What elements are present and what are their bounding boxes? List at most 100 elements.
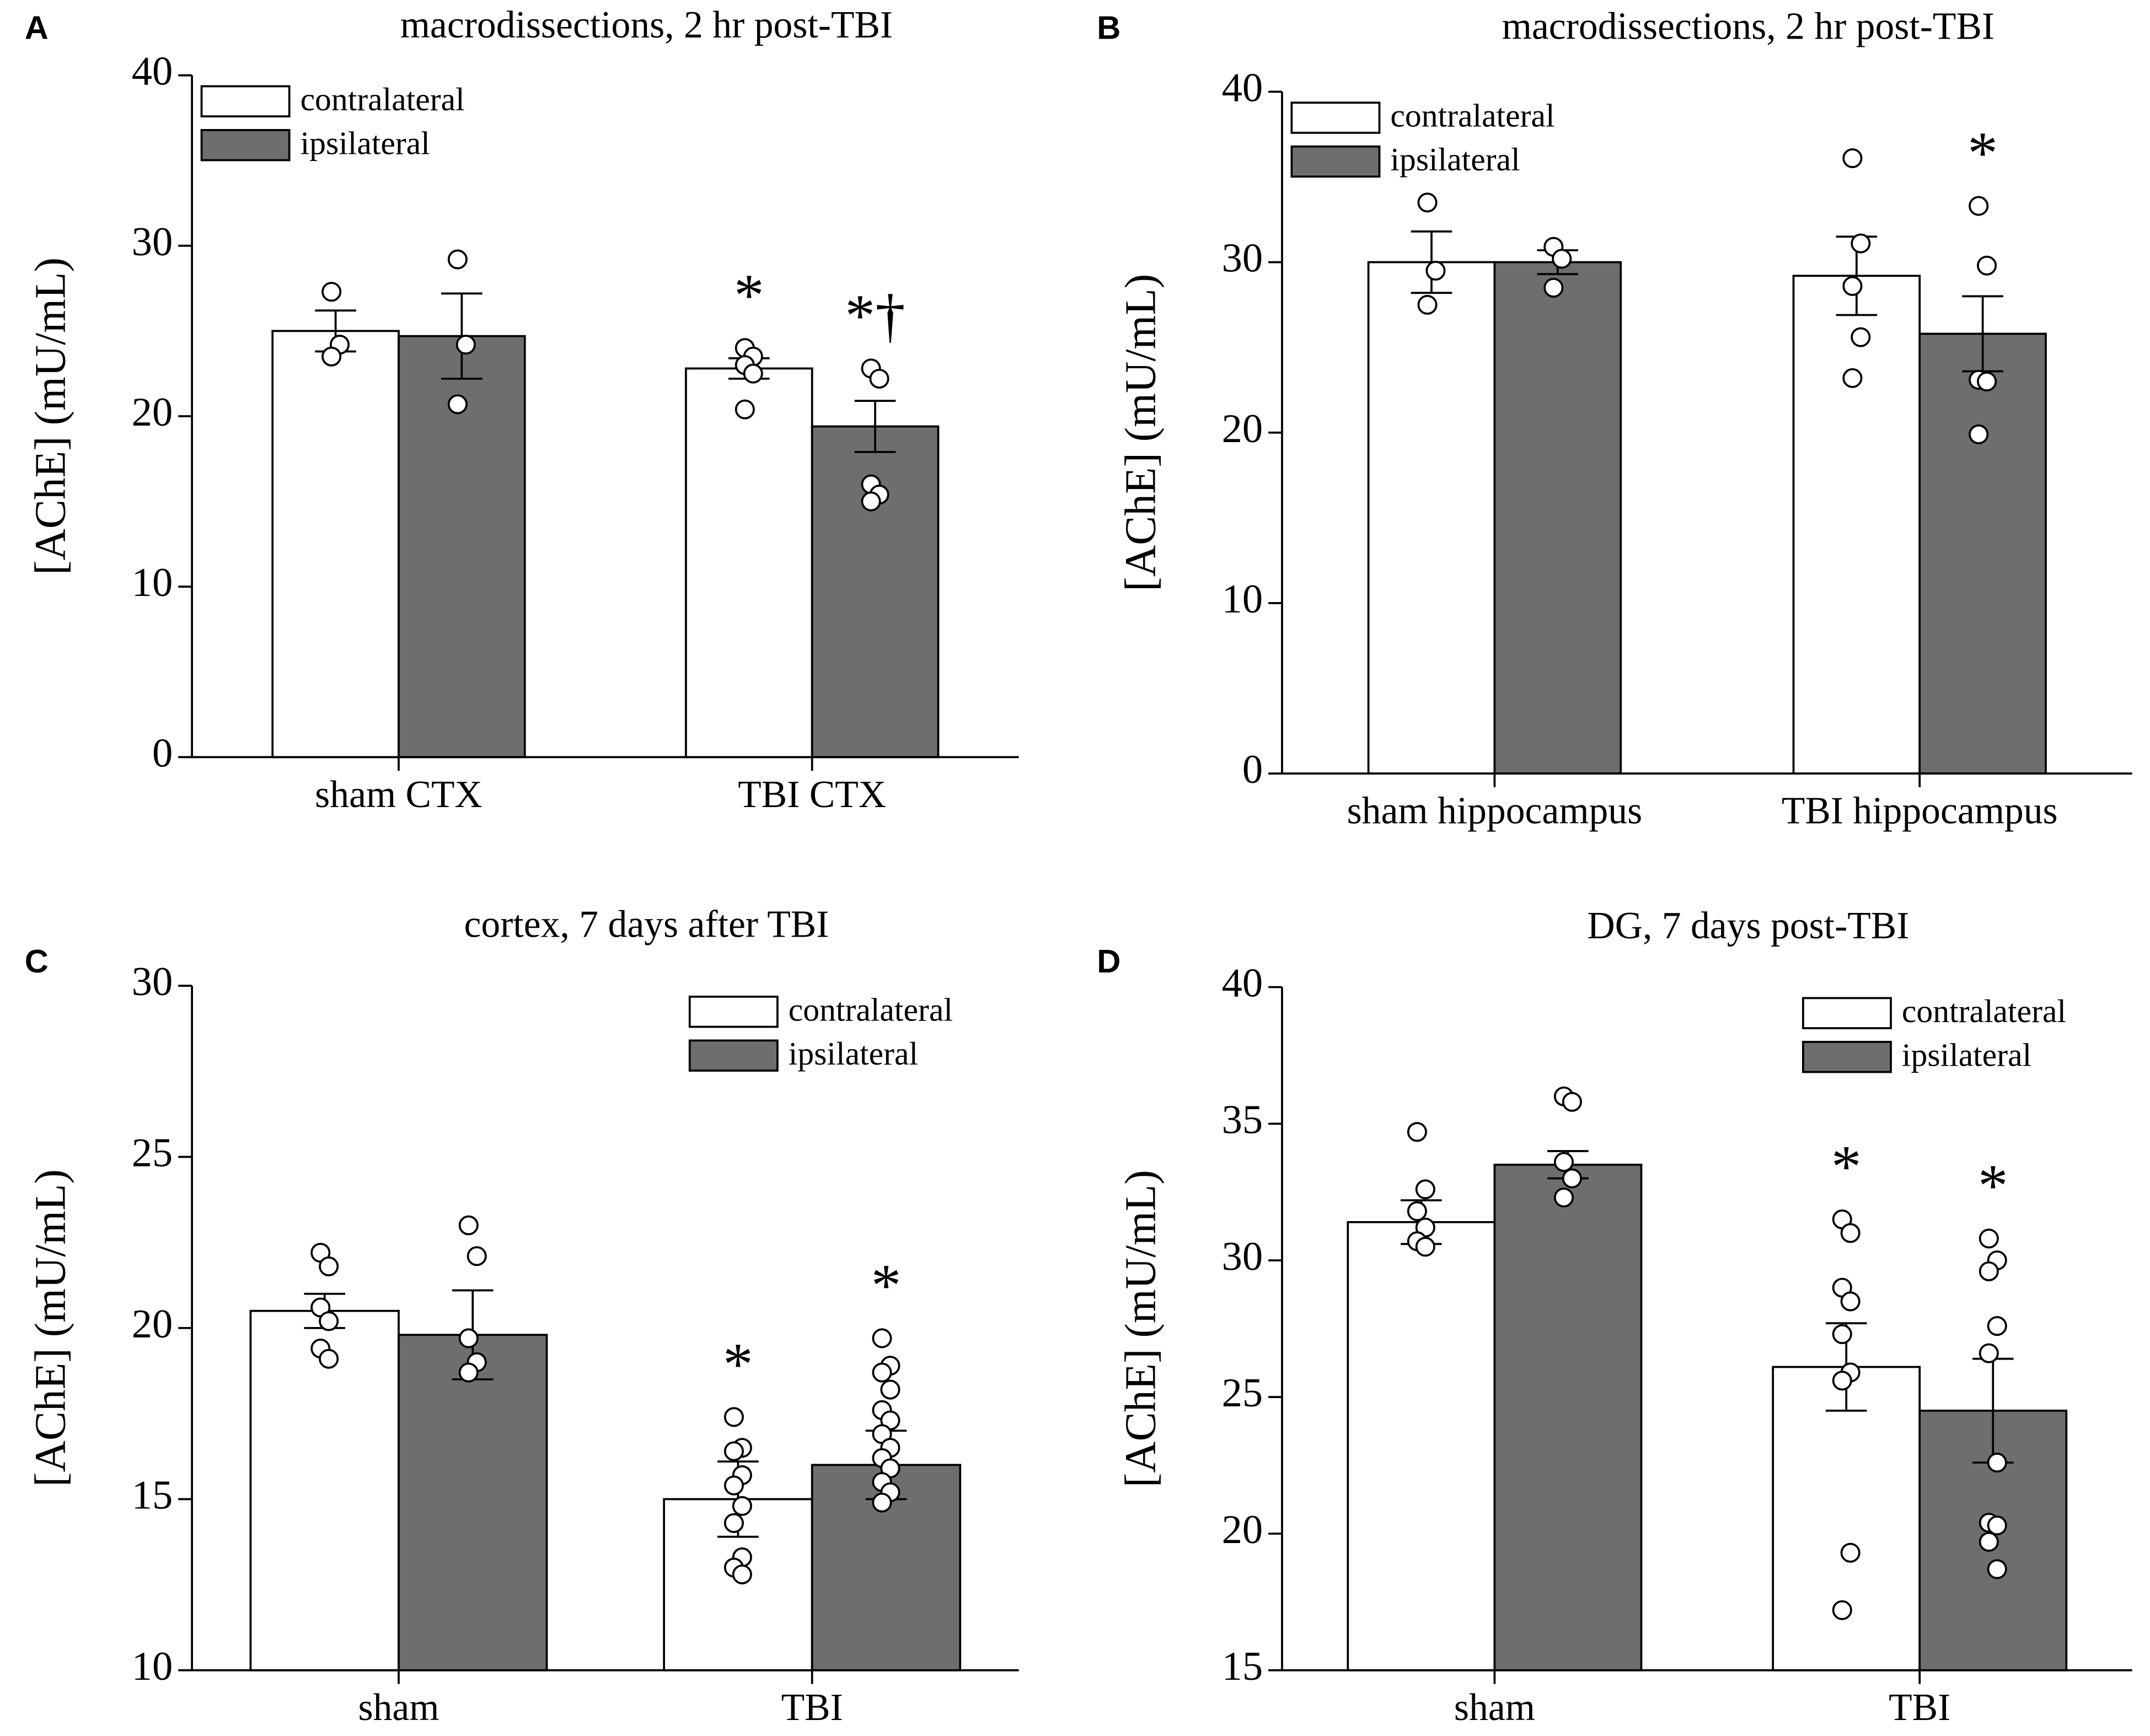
x-tick-label: sham CTX [315,773,482,816]
bar [271,330,400,759]
x-tick-label: sham [1454,1686,1535,1729]
y-tick-label: 10 [132,1644,173,1689]
data-point [1840,1223,1861,1243]
data-point [1987,1453,2007,1473]
x-tick-label: sham hippocampus [1347,790,1643,832]
y-axis-label: [AChE] (mU/mL) [26,257,75,575]
data-point [467,1246,487,1266]
data-point [1979,1228,1999,1249]
significance-marker: * [1978,1152,2008,1219]
bar [1493,261,1622,775]
y-tick-label: 10 [1222,577,1263,622]
y-tick-label: 40 [132,49,173,94]
y-tick-label: 40 [1222,66,1263,111]
data-point [319,1256,339,1277]
chart-title: DG, 7 days post-TBI [1587,905,1909,947]
legend-swatch [1802,997,1892,1029]
y-tick-label: 20 [132,390,173,435]
y-tick-label: 25 [1222,1370,1263,1416]
data-point [1832,1600,1852,1620]
data-point [872,1328,892,1348]
x-tick-label: TBI hippocampus [1782,790,2058,832]
data-point [1562,1168,1582,1189]
bar [249,1310,400,1671]
y-axis-label: [AChE] (mU/mL) [1117,1170,1165,1487]
legend-swatch [688,1039,779,1072]
legend-swatch [200,129,291,162]
data-point [321,346,342,367]
significance-marker: * [734,262,764,329]
data-point [1977,372,1997,392]
data-point [1417,192,1438,213]
axes [191,986,1019,1671]
bar [1493,1163,1643,1671]
panel-label: A [25,9,49,46]
bar [1772,1366,1921,1671]
legend-label: contralateral [789,991,953,1028]
y-tick-label: 40 [1222,961,1263,1006]
legend-label: ipsilateral [301,125,430,161]
data-point [872,1362,892,1383]
data-point [1415,1179,1435,1200]
data-point [458,1328,479,1348]
data-point [1851,327,1871,347]
bar [1792,275,1921,775]
x-tick-label: TBI [781,1686,843,1729]
legend-swatch [688,996,779,1028]
data-point [723,1475,744,1496]
panel-label: D [1097,943,1120,980]
error-bar [854,400,896,453]
data-point [732,1496,752,1516]
y-axis-label: [AChE] (mU/mL) [1117,274,1165,592]
y-tick-label: 30 [1222,236,1263,281]
axes [1281,92,2132,775]
panel-label: C [25,943,49,980]
chart-title: macrodissections, 2 hr post-TBI [400,4,893,46]
data-point [1840,1542,1861,1563]
data-point [1987,1515,2007,1536]
legend-label: ipsilateral [1902,1036,2031,1073]
data-point [1832,1370,1852,1391]
data-point [869,368,889,389]
significance-marker: * [1831,1133,1862,1200]
data-point [1979,1261,1999,1282]
data-point [1553,1187,1574,1208]
legend-label: ipsilateral [789,1035,918,1072]
y-tick-label: 30 [132,219,173,265]
data-point [861,491,881,512]
data-point [1415,1237,1435,1257]
legend-label: contralateral [301,81,465,117]
legend-swatch [1290,101,1381,134]
data-point [447,249,468,270]
y-tick-label: 10 [132,560,173,605]
data-point [1969,196,1989,216]
y-tick-label: 30 [1222,1234,1263,1279]
y-tick-label: 15 [1222,1644,1263,1689]
y-tick-label: 30 [132,959,173,1004]
data-point [1425,261,1446,281]
data-point [1407,1122,1427,1142]
data-point [1842,148,1863,168]
data-point [321,282,342,302]
panel-label: B [1097,9,1120,46]
data-point [1979,1343,1999,1363]
legend-swatch [1290,145,1381,178]
significance-marker: * [723,1331,753,1398]
significance-marker: *† [845,282,905,349]
significance-marker: * [1967,120,1998,186]
data-point [880,1379,900,1400]
data-point [743,363,763,384]
data-point [458,1362,479,1383]
x-tick-label: TBI [1889,1686,1950,1729]
bar [1367,261,1496,775]
axes [1281,987,2132,1671]
y-tick-label: 20 [1222,1507,1263,1552]
data-point [1832,1324,1852,1345]
data-point [1552,249,1572,269]
y-tick-label: 0 [1242,747,1263,792]
data-point [1969,424,1989,444]
data-point [723,1407,744,1427]
data-point [1851,233,1871,254]
legend-label: contralateral [1902,993,2066,1029]
data-point [1979,1531,1999,1552]
